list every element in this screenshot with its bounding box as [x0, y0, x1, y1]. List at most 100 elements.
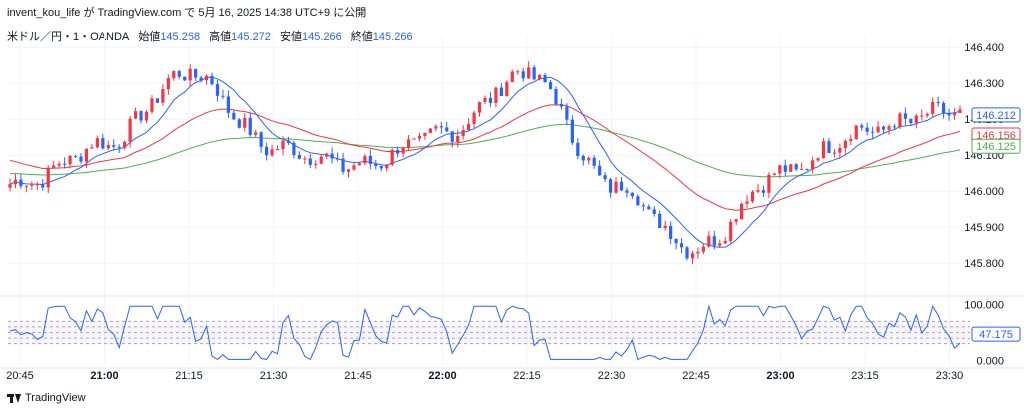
candle-body [712, 236, 716, 246]
candle-body [729, 221, 733, 241]
candle [390, 147, 394, 167]
candle-body [745, 201, 749, 204]
candle-body [892, 126, 897, 128]
candle [117, 144, 121, 154]
candle [630, 192, 635, 199]
candle [133, 107, 138, 120]
time-tick-label: 20:45 [6, 370, 34, 382]
candle [314, 160, 318, 169]
candle [281, 136, 285, 156]
symbol-name: 米ドル／円・1・OANDA [7, 31, 130, 43]
candle [461, 125, 465, 140]
candle-body [483, 97, 487, 102]
candle [396, 146, 400, 158]
candle [881, 125, 886, 134]
candle-body [931, 101, 935, 114]
candle [439, 121, 443, 134]
candle [772, 172, 776, 176]
candle [352, 163, 356, 171]
candle-body [674, 238, 678, 244]
candle [761, 185, 766, 197]
candle-body [581, 155, 585, 161]
time-tick-label: 21:00 [90, 370, 118, 382]
candle-body [663, 225, 667, 229]
candle-body [619, 181, 624, 191]
candle [756, 183, 760, 194]
candle [936, 96, 940, 107]
candle-body [838, 148, 842, 153]
candle [112, 139, 116, 151]
candle [876, 120, 880, 134]
candle [554, 86, 558, 107]
price-label-value: 146.212 [976, 110, 1016, 122]
candle [952, 108, 957, 120]
candle-body [166, 78, 170, 90]
candle [90, 144, 94, 149]
candle-body [281, 140, 285, 150]
symbol-legend[interactable]: 米ドル／円・1・OANDA 始値145.268 高値145.272 安値145.… [7, 28, 419, 44]
candle [958, 105, 962, 114]
candle-body [123, 141, 127, 148]
candle-body [456, 136, 460, 142]
candle-body [548, 82, 553, 89]
rsi-value-box [971, 326, 1021, 342]
candle [794, 163, 798, 172]
candle [778, 165, 782, 179]
candle-body [286, 140, 291, 143]
candle-body [734, 219, 738, 222]
candle-body [521, 71, 525, 79]
price-label: 146.212 [971, 107, 1021, 123]
candle-body [936, 101, 940, 104]
candle [275, 145, 280, 151]
candle-body [128, 118, 132, 142]
candle [62, 157, 67, 169]
candle [13, 173, 18, 189]
candle-body [41, 184, 45, 188]
candle-body [810, 160, 815, 170]
candle-body [871, 131, 875, 133]
candle [543, 72, 547, 83]
price-label-box [971, 138, 1021, 154]
candle [740, 202, 744, 220]
candle [319, 154, 323, 165]
candle [204, 74, 209, 85]
grid-lines [8, 36, 970, 365]
time-tick-label: 22:45 [682, 370, 710, 382]
candle [243, 113, 247, 132]
candle [669, 221, 673, 244]
candle [559, 98, 564, 110]
candle [734, 218, 738, 226]
candle [172, 70, 176, 81]
candle-body [84, 148, 89, 162]
candle [898, 111, 902, 130]
tradingview-brand[interactable]: TradingView [7, 392, 86, 404]
candle [406, 135, 411, 152]
candle [106, 140, 110, 151]
candle [707, 231, 711, 248]
candle [860, 123, 864, 131]
candle [499, 82, 503, 97]
candle-body [79, 156, 83, 162]
candle [723, 236, 727, 244]
candle-body [516, 71, 520, 73]
candle-body [314, 163, 318, 165]
candle-body [423, 132, 427, 136]
candle [685, 245, 689, 261]
time-tick-label: 21:30 [260, 370, 288, 382]
candle-body [35, 184, 39, 186]
candle-body [346, 169, 351, 172]
candle [183, 76, 187, 82]
candle-body [761, 190, 766, 193]
candle-body [248, 117, 252, 135]
candle [838, 143, 842, 159]
candle-body [958, 109, 962, 113]
candle [8, 178, 12, 192]
candle-body [783, 165, 787, 172]
candles [8, 61, 962, 265]
candle-body [914, 115, 918, 124]
low-label: 安値 [279, 31, 302, 43]
candle [456, 129, 460, 148]
candle-body [57, 163, 61, 166]
